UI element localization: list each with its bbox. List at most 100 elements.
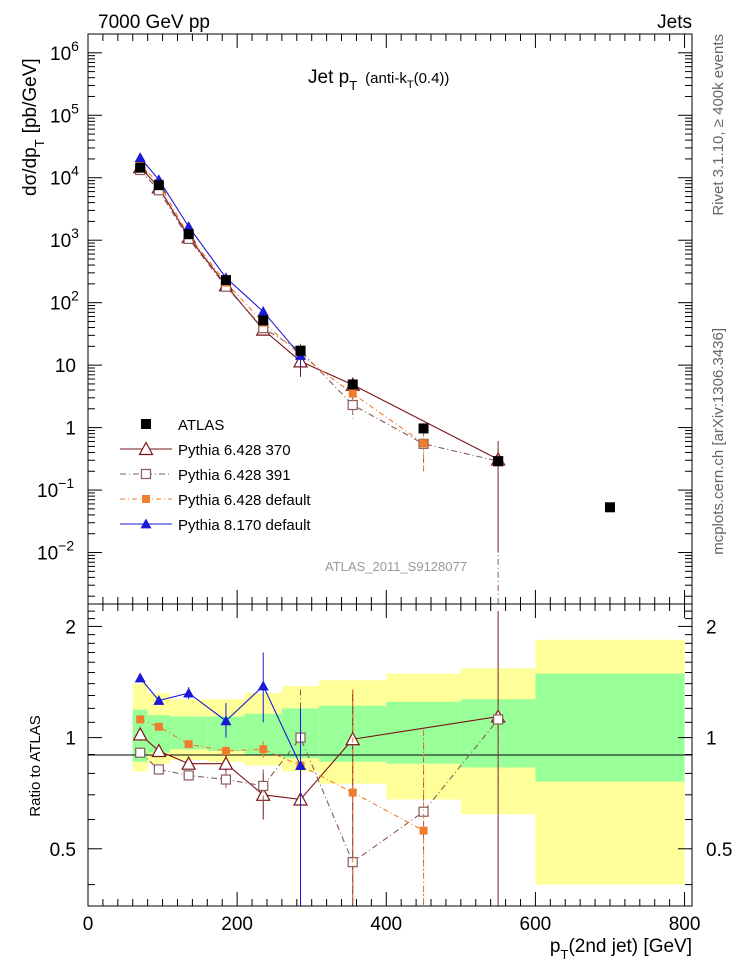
y-tick-label: 10−1 bbox=[37, 475, 74, 502]
title-main: Jet p bbox=[308, 67, 349, 88]
data-point bbox=[135, 162, 146, 173]
series-line bbox=[139, 169, 499, 462]
ratio-frame bbox=[87, 603, 693, 907]
ylabel-main: dσ/dp bbox=[20, 147, 41, 196]
y-tick-exp: 4 bbox=[71, 163, 79, 179]
ratio-point bbox=[154, 722, 163, 731]
ylabel-sub: T bbox=[32, 139, 47, 147]
data-point bbox=[134, 152, 146, 163]
data-point bbox=[347, 379, 358, 390]
ratio-point bbox=[221, 746, 230, 755]
y-tick-base: 10 bbox=[50, 44, 71, 65]
ratio-y-tick-label-right: 0.5 bbox=[706, 840, 732, 861]
data-point bbox=[257, 306, 269, 316]
legend-label: ATLAS bbox=[178, 417, 224, 434]
title-paren-end: (0.4)) bbox=[414, 70, 450, 87]
y-tick-exp: −2 bbox=[58, 538, 74, 554]
title-paren: (anti-k bbox=[365, 70, 407, 87]
ylabel-unit: [pb/GeV] bbox=[20, 58, 41, 133]
data-point bbox=[258, 315, 269, 326]
data-point bbox=[348, 389, 357, 398]
y-tick-base: 10 bbox=[50, 106, 71, 127]
legend-entry: Pythia 8.170 default bbox=[120, 517, 311, 534]
ratio-point bbox=[183, 770, 194, 781]
ratio-point bbox=[220, 715, 232, 726]
atlas-data bbox=[135, 162, 615, 513]
ratio-point bbox=[419, 826, 428, 835]
ratio-series-line bbox=[139, 677, 302, 766]
xlabel-sub: T bbox=[560, 947, 568, 962]
legend-label: Pythia 6.428 391 bbox=[178, 467, 291, 484]
ratio-point bbox=[258, 780, 269, 792]
main-series-layer bbox=[132, 152, 615, 604]
x-tick-label: 600 bbox=[520, 914, 552, 935]
x-tick-label: 400 bbox=[370, 914, 402, 935]
y-tick-label: 106 bbox=[50, 38, 79, 65]
series-line bbox=[139, 157, 301, 356]
series-line bbox=[139, 164, 424, 444]
xlabel-main: p bbox=[550, 936, 561, 957]
legend-marker bbox=[142, 495, 150, 503]
ratio-point bbox=[153, 695, 165, 705]
legend-marker bbox=[138, 441, 154, 456]
ratio-point bbox=[295, 760, 307, 770]
legend-entry: Pythia 6.428 370 bbox=[120, 441, 291, 459]
ratio-point bbox=[181, 755, 197, 770]
ratio-point bbox=[135, 747, 146, 758]
x-axis-label: pT(2nd jet) [GeV] bbox=[550, 936, 692, 962]
y-tick-base: 10 bbox=[50, 294, 71, 315]
y-tick-base: 10 bbox=[37, 481, 58, 502]
data-point bbox=[295, 345, 306, 356]
legend-entry: ATLAS bbox=[141, 417, 224, 434]
legend-entry: Pythia 6.428 default bbox=[120, 492, 311, 509]
data-point bbox=[419, 439, 428, 448]
ratio-axis-ticks: 0.5 0.5 1 1 2 2 0 200 400 600 800 bbox=[50, 604, 732, 935]
y-tick-exp: 2 bbox=[71, 288, 79, 304]
y-tick-exp: 3 bbox=[71, 225, 79, 241]
data-point bbox=[418, 423, 429, 434]
ratio-point bbox=[151, 743, 167, 758]
y-tick-base: 10 bbox=[50, 231, 71, 252]
ratio-series-layer bbox=[132, 611, 506, 906]
y-tick-exp: 6 bbox=[71, 38, 79, 54]
ratio-point bbox=[348, 788, 357, 797]
y-tick-label: 103 bbox=[50, 225, 79, 252]
legend-marker bbox=[141, 419, 151, 429]
data-point bbox=[183, 221, 195, 232]
ratio-panel: 0.5 0.5 1 1 2 2 0 200 400 600 800 Ratio to ATLAS p… bbox=[27, 603, 732, 962]
ratio-ylabel: Ratio to ATLAS bbox=[27, 715, 44, 816]
title-paren-sub: T bbox=[407, 79, 414, 91]
ratio-point bbox=[183, 687, 195, 698]
ratio-point bbox=[493, 714, 504, 725]
ratio-point bbox=[132, 726, 148, 741]
ratio-point bbox=[184, 740, 193, 749]
y-tick-exp: 5 bbox=[71, 100, 79, 116]
ratio-point bbox=[136, 715, 145, 724]
xlabel-rest: (2nd jet) [GeV] bbox=[568, 936, 692, 957]
data-point bbox=[493, 456, 504, 467]
legend-label: Pythia 8.170 default bbox=[178, 517, 311, 534]
legend: ATLAS Pythia 6.428 370 Pythia 6.428 391 Pyt… bbox=[120, 417, 311, 534]
main-title: Jet pT (anti-kT(0.4)) bbox=[308, 67, 449, 93]
series-line bbox=[139, 166, 499, 460]
legend-marker bbox=[140, 518, 152, 529]
ratio-point bbox=[134, 672, 146, 683]
x-tick-label: 200 bbox=[221, 914, 253, 935]
ratio-point bbox=[220, 774, 232, 785]
data-point bbox=[604, 502, 615, 513]
ratio-point bbox=[153, 764, 164, 775]
y-tick-label: 10−2 bbox=[37, 538, 74, 565]
ratio-y-tick-label-right: 2 bbox=[706, 617, 717, 638]
y-tick-label: 1 bbox=[65, 419, 76, 440]
legend-marker bbox=[140, 468, 152, 480]
ratio-bands bbox=[132, 639, 685, 885]
ratio-y-tick-label-right: 1 bbox=[706, 729, 717, 750]
y-tick-label: 105 bbox=[50, 100, 79, 127]
ratio-series-3 bbox=[134, 652, 307, 906]
ratio-point bbox=[259, 745, 268, 754]
analysis-label: ATLAS_2011_S9128077 bbox=[325, 559, 467, 574]
ratio-y-tick-label: 0.5 bbox=[50, 840, 76, 861]
